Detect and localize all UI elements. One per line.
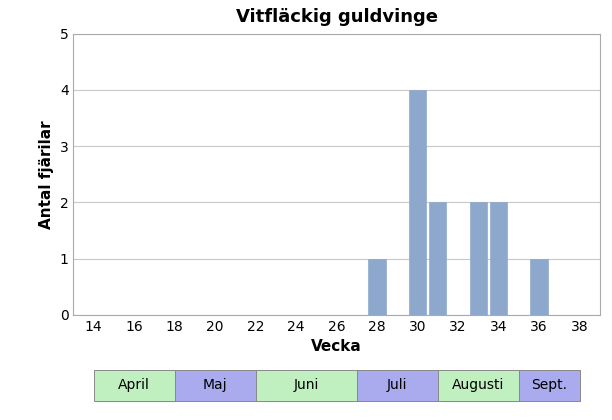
Bar xyxy=(429,202,446,315)
Bar xyxy=(490,202,507,315)
Text: April: April xyxy=(118,378,150,392)
Title: Vitfläckig guldvinge: Vitfläckig guldvinge xyxy=(236,8,438,26)
Text: Juni: Juni xyxy=(294,378,319,392)
Bar xyxy=(368,259,386,315)
Text: Augusti: Augusti xyxy=(452,378,504,392)
Y-axis label: Antal fjärilar: Antal fjärilar xyxy=(39,120,54,228)
Text: Maj: Maj xyxy=(203,378,228,392)
Text: Juli: Juli xyxy=(387,378,408,392)
Bar xyxy=(409,90,426,315)
Bar xyxy=(531,259,548,315)
Text: Sept.: Sept. xyxy=(531,378,567,392)
Bar xyxy=(469,202,487,315)
X-axis label: Vecka: Vecka xyxy=(312,339,362,354)
